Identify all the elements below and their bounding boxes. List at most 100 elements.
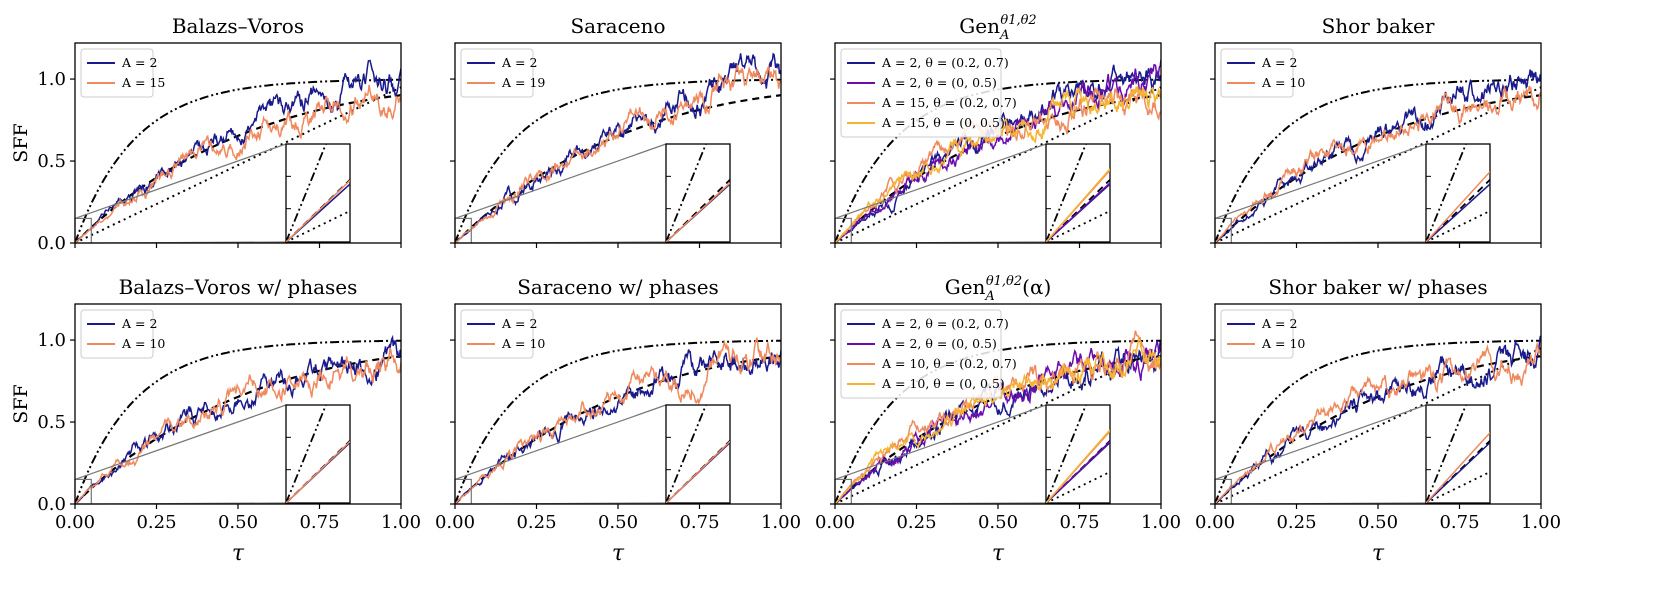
inset-frame xyxy=(1425,404,1491,504)
inset-reference-cue-like xyxy=(286,405,327,503)
legend-label: A = 2, θ = (0.2, 0.7) xyxy=(881,55,1009,70)
zoom-guide-top xyxy=(454,404,667,480)
inset-series-2 xyxy=(286,179,350,242)
inset-series-1 xyxy=(1426,442,1490,503)
legend-label: A = 2, θ = (0, 0.5) xyxy=(881,75,997,90)
reference-curve-poisson xyxy=(835,347,1161,504)
inset-series-1 xyxy=(1426,183,1490,242)
legend: A = 2 A = 10 xyxy=(1220,48,1305,98)
x-axis-label: τ xyxy=(1372,541,1385,566)
legend-box xyxy=(80,309,154,359)
panel-title: Balazs–Voros w/ phases xyxy=(119,275,358,299)
inset-series-2 xyxy=(666,182,730,242)
reference-curve-poisson xyxy=(1215,347,1541,504)
series-line-2 xyxy=(75,347,401,504)
series-line-1 xyxy=(1215,335,1541,504)
series-line-2 xyxy=(75,84,401,243)
plot-area xyxy=(1215,335,1541,504)
legend: A = 2 A = 10 xyxy=(460,309,545,359)
inset-series-4 xyxy=(1046,429,1110,503)
inset-reference-cue-like xyxy=(1426,144,1467,242)
plot-area xyxy=(75,59,401,243)
inset-series-2 xyxy=(1426,432,1490,503)
inset-frame xyxy=(665,404,731,504)
x-tick-label: 0.00 xyxy=(815,512,855,533)
legend-label: A = 10, θ = (0.2, 0.7) xyxy=(881,356,1017,371)
reference-curve-goe xyxy=(75,355,401,504)
zoom-guide-top xyxy=(834,143,1047,219)
panel-title: Balazs–Voros xyxy=(172,14,304,38)
legend: A = 2 A = 10 xyxy=(1220,309,1305,359)
reference-curve-goe xyxy=(1215,94,1541,243)
legend-box xyxy=(1220,48,1294,98)
x-tick-label: 0.50 xyxy=(978,512,1018,533)
x-tick-label: 0.25 xyxy=(896,512,936,533)
plot-area xyxy=(75,334,401,504)
reference-curve-goe xyxy=(455,355,781,504)
legend-box xyxy=(840,309,1002,399)
reference-curve-cue-like xyxy=(1215,78,1541,243)
plot-area xyxy=(455,337,781,504)
legend-label: A = 2 xyxy=(1261,55,1297,70)
inset-plot xyxy=(1426,144,1490,242)
inset-series-2 xyxy=(1426,171,1490,242)
x-tick-label: 0.75 xyxy=(1059,512,1099,533)
series-line-1 xyxy=(455,349,781,504)
inset-plot xyxy=(666,405,730,503)
inset-series-4 xyxy=(1046,168,1110,242)
inset-frame xyxy=(1045,404,1111,504)
panel-5: Balazs–Voros w/ phases 0.0 0.5 1.0 0.00 0.25 0… xyxy=(10,275,421,566)
y-tick-label: 1.0 xyxy=(37,330,66,351)
zoom-guide-top xyxy=(74,404,287,480)
plot-area xyxy=(1215,69,1541,243)
series-line-2 xyxy=(1215,84,1541,243)
x-tick-label: 1.00 xyxy=(1521,512,1561,533)
legend: A = 2 A = 19 xyxy=(460,48,545,98)
y-axis-label: SFF xyxy=(10,384,32,423)
legend-label: A = 2, θ = (0.2, 0.7) xyxy=(881,316,1009,331)
y-tick-label: 1.0 xyxy=(37,69,66,90)
series-line-2 xyxy=(1215,341,1541,504)
x-tick-label: 0.50 xyxy=(218,512,258,533)
series-line-2 xyxy=(455,64,781,243)
zoom-guide-top xyxy=(1214,404,1427,480)
legend-box xyxy=(840,48,1002,138)
zoom-guide-top xyxy=(454,143,667,219)
x-tick-label: 1.00 xyxy=(381,512,421,533)
legend-box xyxy=(460,48,534,98)
x-axis-label: τ xyxy=(612,541,625,566)
y-tick-label: 0.0 xyxy=(37,233,66,254)
legend-label: A = 15, θ = (0, 0.5) xyxy=(881,115,1005,130)
inset-reference-cue-like xyxy=(1046,405,1087,503)
inset-series-2 xyxy=(1046,440,1110,503)
legend-label: A = 15, θ = (0.2, 0.7) xyxy=(881,95,1017,110)
y-tick-label: 0.0 xyxy=(37,494,66,515)
inset-series-2 xyxy=(666,440,730,503)
panel-4: Shor baker A = 2 A = 10 xyxy=(1210,14,1542,248)
legend-label: A = 10 xyxy=(501,336,545,351)
legend: A = 2, θ = (0.2, 0.7) A = 2, θ = (0, 0.5)… xyxy=(840,48,1017,138)
panel-title: GenAθ1,θ2 xyxy=(959,13,1036,43)
x-axis-label: τ xyxy=(232,541,245,566)
reference-curve-goe xyxy=(75,94,401,243)
plot-area xyxy=(455,52,781,243)
series-line-2 xyxy=(455,337,781,504)
legend-label: A = 10, θ = (0, 0.5) xyxy=(881,376,1005,391)
x-tick-label: 1.00 xyxy=(1141,512,1181,533)
series-line-2 xyxy=(835,59,1161,243)
inset-plot xyxy=(286,144,350,242)
panel-1: Balazs–Voros 0.0 0.5 1.0 SFF A = 2 A = 15 xyxy=(10,14,402,254)
panel-title: Shor baker xyxy=(1322,14,1435,38)
inset-plot xyxy=(666,144,730,242)
legend-label: A = 2, θ = (0, 0.5) xyxy=(881,336,997,351)
legend-label: A = 2 xyxy=(121,316,157,331)
reference-curve-goe xyxy=(455,94,781,243)
inset-reference-cue-like xyxy=(286,144,327,242)
legend-label: A = 2 xyxy=(1261,316,1297,331)
inset-plot xyxy=(286,405,350,503)
inset-frame xyxy=(285,404,351,504)
x-tick-label: 1.00 xyxy=(761,512,801,533)
panel-2: Saraceno A = 2 A = 19 xyxy=(450,14,782,248)
zoom-guide-top xyxy=(834,404,1047,480)
